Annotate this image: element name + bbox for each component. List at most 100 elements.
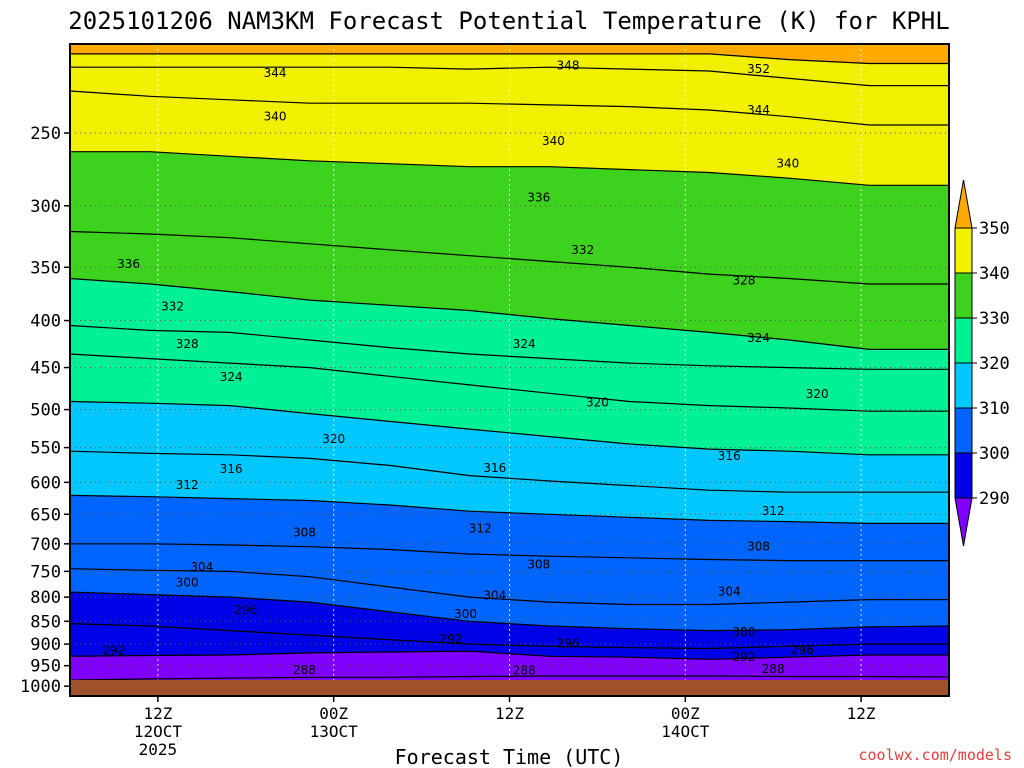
legend-swatch-0 (954, 227, 973, 274)
contour-label-352: 352 (747, 62, 770, 76)
contour-304 (69, 568, 949, 606)
legend-swatch-2 (954, 317, 973, 364)
legend-arrow-bottom (954, 497, 973, 547)
fill-band-328 (70, 278, 949, 370)
contour-label-316: 316 (220, 462, 243, 476)
y-tick-label-400: 400 (30, 312, 61, 332)
contour-lines (69, 53, 950, 681)
ground-strip (70, 680, 949, 696)
contour-308 (70, 543, 949, 562)
contour-label-292: 292 (732, 650, 755, 664)
contour-label-340: 340 (776, 157, 799, 171)
contour-label-316: 316 (718, 449, 741, 463)
contour-label-308: 308 (747, 540, 770, 554)
contour-label-344: 344 (747, 103, 770, 117)
x-tick-label-0-1: 12OCT (134, 722, 183, 741)
chart-title: 2025101206 NAM3KM Forecast Potential Tem… (68, 7, 949, 35)
x-tick-label-1-1: 13OCT (310, 722, 359, 741)
fill-band-312 (70, 451, 949, 524)
contour-332 (69, 277, 949, 350)
contour-328 (69, 324, 949, 370)
fill-band-324 (70, 325, 949, 412)
contour-324 (69, 353, 949, 412)
x-tick-label-0-0: 12Z (143, 704, 172, 723)
legend-label-340: 340 (979, 264, 1010, 284)
x-tick-label-4-0: 12Z (847, 704, 876, 723)
contour-label-332: 332 (571, 243, 594, 257)
legend-label-320: 320 (979, 354, 1010, 374)
y-tick-label-700: 700 (30, 535, 61, 555)
contour-352 (70, 53, 949, 65)
contour-label-340: 340 (264, 110, 287, 124)
contour-348 (70, 66, 949, 87)
credit-text[interactable]: coolwx.com/models (858, 746, 1012, 764)
contour-label-320: 320 (806, 387, 829, 401)
contour-label-336: 336 (527, 191, 550, 205)
contour-label-300: 300 (454, 607, 477, 621)
contour-label-324: 324 (747, 331, 770, 345)
contour-292 (69, 650, 949, 660)
contour-label-296: 296 (234, 603, 257, 617)
legend-swatch-1 (954, 272, 973, 319)
contour-label-320: 320 (322, 432, 345, 446)
contour-label-288: 288 (762, 662, 785, 676)
fill-band-344 (70, 67, 949, 125)
contour-label-304: 304 (190, 560, 213, 574)
contour-label-304: 304 (483, 589, 506, 603)
fill-band-308 (70, 495, 949, 561)
legend-swatch-4 (954, 407, 973, 454)
y-tick-label-350: 350 (30, 258, 61, 278)
x-tick-label-3-1: 14OCT (661, 722, 710, 741)
y-tick-label-1000: 1000 (20, 677, 61, 697)
y-tick-label-500: 500 (30, 401, 61, 421)
x-tick-label-3-0: 00Z (671, 704, 700, 723)
contour-label-312: 312 (469, 522, 492, 536)
y-tick-label-900: 900 (30, 635, 61, 655)
contour-label-292: 292 (439, 632, 462, 646)
contour-label-308: 308 (293, 525, 316, 539)
contour-316 (69, 450, 949, 493)
legend-label-300: 300 (979, 444, 1010, 464)
fill-band-336 (70, 151, 949, 284)
fill-band-296 (70, 592, 949, 649)
y-tick-label-550: 550 (30, 439, 61, 459)
fill-band-316 (70, 401, 949, 493)
contour-label-324: 324 (220, 370, 243, 384)
contour-label-296: 296 (557, 637, 580, 651)
contour-label-308: 308 (527, 557, 550, 571)
contour-label-312: 312 (762, 504, 785, 518)
contour-label-328: 328 (732, 274, 755, 288)
legend-label-310: 310 (979, 399, 1010, 419)
y-axis-ticks: 250 300 350 400 450 500 550 600 650 700 750 800 850 9… (20, 124, 70, 697)
contour-label-300: 300 (732, 625, 755, 639)
contour-label-340: 340 (542, 134, 565, 148)
legend-label-330: 330 (979, 309, 1010, 329)
x-tick-label-0-2: 2025 (139, 740, 178, 759)
y-tick-label-850: 850 (30, 612, 61, 632)
legend-arrow-top (954, 179, 973, 229)
contour-336 (69, 230, 949, 285)
contour-labels: 344 348 352 340 344 340 340 336 336 332 332 328 328 3… (102, 58, 828, 677)
y-tick-label-650: 650 (30, 505, 61, 525)
contour-label-348: 348 (557, 58, 580, 72)
contour-label-328: 328 (176, 337, 199, 351)
legend-label-350: 350 (979, 219, 1010, 239)
contour-312 (69, 494, 949, 524)
y-tick-label-250: 250 (30, 124, 61, 144)
contour-320 (69, 400, 949, 456)
contour-296 (69, 623, 949, 650)
color-legend: 290 300 310 320 330 340 350 (954, 179, 1010, 547)
y-tick-label-450: 450 (30, 359, 61, 379)
contour-340 (70, 151, 949, 186)
y-tick-label-750: 750 (30, 562, 61, 582)
y-tick-label-300: 300 (30, 197, 61, 217)
contour-288 (69, 675, 950, 681)
contour-label-288: 288 (293, 663, 316, 677)
contour-label-300: 300 (176, 575, 199, 589)
contour-label-324: 324 (513, 337, 536, 351)
contour-344 (69, 90, 949, 126)
contour-label-336: 336 (117, 257, 140, 271)
fill-band-348 (70, 53, 949, 86)
